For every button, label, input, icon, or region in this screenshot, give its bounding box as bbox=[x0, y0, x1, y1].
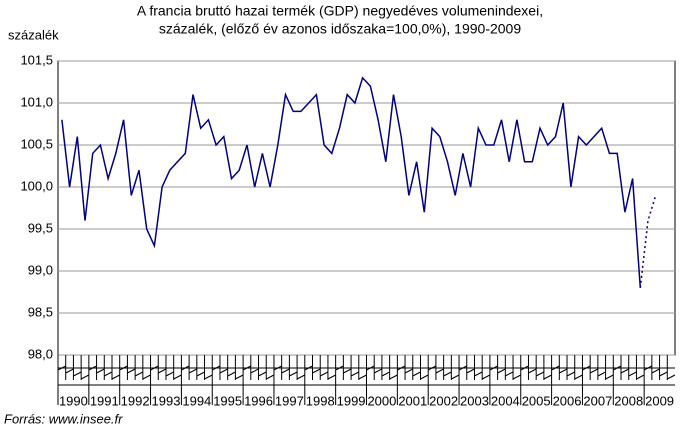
x-tick-hatch bbox=[412, 371, 421, 377]
x-tick-hatch bbox=[474, 371, 483, 377]
x-tick-label: 2001 bbox=[398, 393, 427, 408]
x-tick-label: 2005 bbox=[522, 393, 551, 408]
x-tick-hatch bbox=[443, 371, 452, 377]
y-tick-label: 101,5 bbox=[20, 52, 53, 67]
x-tick-hatch bbox=[505, 371, 514, 377]
x-tick-hatch bbox=[281, 368, 290, 374]
x-tick-hatch bbox=[651, 368, 660, 374]
x-tick-hatch bbox=[142, 374, 151, 380]
x-tick-label: 1992 bbox=[121, 393, 150, 408]
y-tick-label: 99,5 bbox=[28, 220, 53, 235]
x-tick-hatch bbox=[512, 374, 521, 380]
x-tick-hatch bbox=[266, 374, 275, 380]
x-tick-hatch bbox=[559, 368, 568, 374]
x-tick-hatch bbox=[73, 371, 82, 377]
x-tick-hatch bbox=[667, 374, 676, 380]
x-tick-hatch bbox=[127, 368, 136, 374]
x-tick-hatch bbox=[543, 374, 552, 380]
x-tick-hatch bbox=[358, 374, 367, 380]
x-tick-hatch bbox=[289, 371, 298, 377]
x-tick-label: 2002 bbox=[429, 393, 458, 408]
x-tick-hatch bbox=[528, 368, 537, 374]
x-tick-label: 1993 bbox=[152, 393, 181, 408]
x-tick-hatch bbox=[589, 368, 599, 374]
x-tick-hatch bbox=[574, 374, 583, 380]
x-tick-hatch bbox=[381, 371, 390, 377]
y-tick-label: 99,0 bbox=[28, 262, 53, 277]
x-tick-hatch bbox=[134, 371, 144, 377]
y-tick-label: 100,5 bbox=[20, 136, 53, 151]
x-tick-hatch bbox=[80, 374, 90, 380]
x-tick-hatch bbox=[96, 368, 105, 374]
x-tick-hatch bbox=[628, 371, 637, 377]
x-tick-label: 1997 bbox=[275, 393, 304, 408]
x-tick-hatch bbox=[312, 368, 321, 374]
x-tick-hatch bbox=[219, 368, 228, 374]
x-tick-label: 2007 bbox=[583, 393, 612, 408]
x-tick-hatch bbox=[65, 368, 74, 374]
x-tick-hatch bbox=[636, 374, 645, 380]
x-tick-hatch bbox=[296, 374, 306, 380]
x-tick-hatch bbox=[165, 371, 174, 377]
y-tick-label: 101,0 bbox=[20, 94, 53, 109]
x-tick-hatch bbox=[258, 371, 267, 377]
x-tick-hatch bbox=[404, 368, 414, 374]
x-tick-hatch bbox=[350, 371, 360, 377]
x-tick-hatch bbox=[420, 374, 429, 380]
x-tick-hatch bbox=[597, 371, 606, 377]
chart-title: A francia bruttó hazai termék (GDP) negy… bbox=[137, 3, 543, 19]
x-tick-label: 2004 bbox=[491, 393, 520, 408]
y-tick-label: 98,5 bbox=[28, 304, 53, 319]
y-axis-label: százalék bbox=[8, 27, 59, 42]
y-tick-label: 98,0 bbox=[28, 346, 53, 361]
x-tick-hatch bbox=[250, 368, 259, 374]
source: Forrás: www.insee.fr bbox=[4, 411, 123, 426]
x-tick-label: 1994 bbox=[182, 393, 211, 408]
x-tick-hatch bbox=[111, 374, 120, 380]
x-tick-hatch bbox=[327, 374, 336, 380]
x-tick-hatch bbox=[227, 371, 236, 377]
x-tick-hatch bbox=[620, 368, 629, 374]
x-tick-hatch bbox=[435, 368, 444, 374]
x-tick-hatch bbox=[535, 371, 545, 377]
x-tick-hatch bbox=[188, 368, 198, 374]
x-tick-hatch bbox=[104, 371, 113, 377]
x-tick-label: 1990 bbox=[59, 393, 88, 408]
x-tick-hatch bbox=[497, 368, 506, 374]
x-tick-label: 2009 bbox=[645, 393, 674, 408]
x-tick-hatch bbox=[659, 371, 668, 377]
x-tick-label: 2000 bbox=[367, 393, 396, 408]
x-tick-hatch bbox=[373, 368, 383, 374]
x-tick-hatch bbox=[158, 368, 167, 374]
x-tick-hatch bbox=[566, 371, 575, 377]
x-tick-label: 1999 bbox=[337, 393, 366, 408]
x-tick-hatch bbox=[466, 368, 475, 374]
x-tick-label: 2008 bbox=[614, 393, 643, 408]
x-tick-label: 1995 bbox=[213, 393, 242, 408]
x-tick-hatch bbox=[235, 374, 244, 380]
x-tick-hatch bbox=[481, 374, 491, 380]
x-tick-hatch bbox=[196, 371, 205, 377]
x-tick-hatch bbox=[605, 374, 614, 380]
x-tick-hatch bbox=[204, 374, 213, 380]
x-tick-hatch bbox=[451, 374, 460, 380]
plot-area bbox=[57, 60, 676, 356]
chart-title: százalék, (előző év azonos időszaka=100,… bbox=[159, 21, 521, 37]
data-line bbox=[61, 76, 642, 288]
x-tick-hatch bbox=[389, 374, 398, 380]
y-tick-label: 100,0 bbox=[20, 178, 53, 193]
x-tick-label: 1991 bbox=[90, 393, 119, 408]
x-tick-hatch bbox=[319, 371, 329, 377]
x-tick-label: 2003 bbox=[460, 393, 489, 408]
x-tick-label: 1998 bbox=[306, 393, 335, 408]
x-tick-label: 1996 bbox=[244, 393, 273, 408]
x-tick-hatch bbox=[173, 374, 182, 380]
data-line bbox=[639, 195, 657, 288]
x-tick-hatch bbox=[343, 368, 352, 374]
x-tick-label: 2006 bbox=[553, 393, 582, 408]
